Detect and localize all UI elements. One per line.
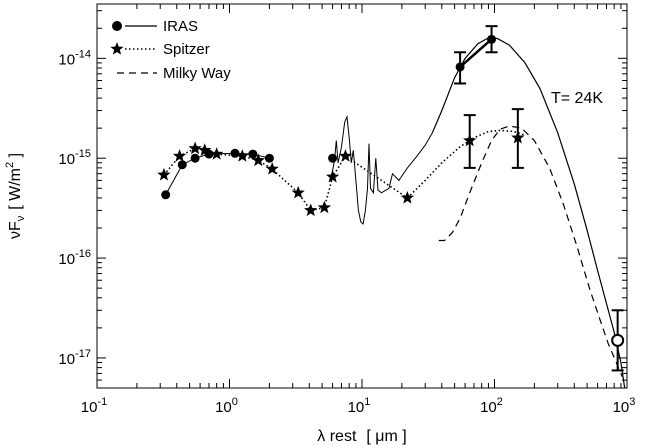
series-milky-way	[438, 125, 623, 377]
x-axis-label-prefix: λ rest	[317, 428, 357, 445]
iras-point	[177, 160, 187, 170]
y-tick-label-base: 10	[58, 151, 75, 168]
spitzer-point	[317, 200, 332, 214]
temperature-annotation: T= 24K	[551, 90, 603, 107]
x-tick-label: 102	[480, 396, 503, 416]
x-tick-label-base: 10	[480, 399, 497, 416]
y-axis-label-sup: 2	[4, 162, 16, 168]
iras-point	[487, 34, 497, 44]
y-tick-label-exponent: -17	[75, 348, 91, 360]
x-tick-label-base: 10	[81, 399, 98, 416]
plot-frame	[96, 3, 628, 389]
x-tick-label: 10-1	[81, 396, 107, 416]
legend-entry-iras: IRAS	[112, 18, 198, 35]
y-tick-label: 10-14	[58, 48, 91, 68]
spitzer-point	[511, 130, 525, 144]
series-iras	[161, 25, 626, 388]
spitzer-point	[198, 143, 212, 156]
spitzer-point	[291, 185, 305, 199]
spitzer-point	[304, 203, 318, 217]
x-tick-label: 103	[613, 396, 636, 416]
iras-point	[230, 148, 240, 158]
legend-iras-label: IRAS	[163, 18, 198, 35]
x-axis-label-units: [ μm ]	[366, 428, 406, 445]
y-axis-label-sub: ν	[15, 215, 27, 221]
x-tick-label: 100	[215, 396, 238, 416]
spitzer-fir-dotted-line	[406, 129, 526, 199]
y-tick-label-base: 10	[58, 51, 75, 68]
legend: IRAS Spitzer Milky Way	[110, 18, 231, 82]
iras-fir-segment	[459, 38, 493, 68]
y-tick-label: 10-16	[58, 248, 91, 268]
legend-iras-marker	[112, 21, 122, 31]
submm-open-point	[611, 333, 625, 347]
legend-entry-milky-way: Milky Way	[117, 65, 231, 82]
legend-spitzer-marker	[110, 42, 124, 55]
y-tick-label: 10-15	[58, 148, 91, 168]
x-tick-label-exponent: 0	[232, 396, 238, 408]
y-axis-label-close: ]	[7, 153, 24, 162]
iras-point	[455, 62, 465, 72]
data-layer	[157, 25, 626, 388]
milky-way-dashed-line	[438, 125, 623, 377]
iras-point	[161, 190, 171, 200]
x-tick-label: 101	[348, 396, 371, 416]
y-axis-label-units: [ W/m	[7, 168, 24, 210]
iras-point	[190, 153, 200, 163]
spitzer-point	[265, 161, 279, 175]
legend-spitzer-label: Spitzer	[163, 41, 210, 58]
x-tick-label-exponent: -1	[97, 396, 107, 408]
x-tick-label-base: 10	[613, 399, 630, 416]
x-tick-labels: 10-1 100 101 102 103	[81, 396, 636, 416]
x-tick-label-exponent: 3	[629, 396, 635, 408]
y-tick-label-exponent: -15	[75, 148, 91, 160]
spitzer-point	[235, 149, 249, 162]
iras-dust-model	[431, 37, 626, 388]
spitzer-point	[400, 190, 415, 204]
spitzer-point	[251, 153, 265, 167]
series-spitzer	[157, 108, 526, 217]
y-tick-label-exponent: -16	[75, 248, 91, 260]
y-tick-label: 10-17	[58, 348, 91, 368]
y-axis-label-prefix: νF	[7, 221, 24, 239]
x-tick-label-exponent: 1	[364, 396, 370, 408]
spitzer-point	[325, 169, 340, 183]
y-tick-label-exponent: -14	[75, 48, 91, 60]
spitzer-point	[172, 149, 187, 162]
spitzer-point	[157, 167, 171, 181]
spitzer-dotted-line	[163, 147, 408, 212]
y-tick-label-base: 10	[58, 351, 75, 368]
spitzer-point	[338, 149, 353, 162]
y-tick-label-base: 10	[58, 251, 75, 268]
legend-entry-spitzer: Spitzer	[110, 41, 210, 58]
spitzer-point	[188, 141, 202, 155]
x-axis-label: λ rest [ μm ]	[317, 428, 406, 445]
x-tick-label-base: 10	[215, 399, 232, 416]
spitzer-point	[210, 147, 224, 160]
iras-point	[248, 149, 258, 159]
iras-point	[328, 153, 338, 163]
iras-point	[264, 153, 274, 163]
x-tick-label-base: 10	[348, 399, 365, 416]
y-axis-label: νFν [ W/m2 ]	[4, 153, 27, 239]
legend-milky-way-label: Milky Way	[163, 65, 231, 82]
spitzer-point	[463, 133, 477, 147]
iras-mid-ir-spectrum	[330, 114, 433, 225]
x-tick-label-exponent: 2	[497, 396, 503, 408]
